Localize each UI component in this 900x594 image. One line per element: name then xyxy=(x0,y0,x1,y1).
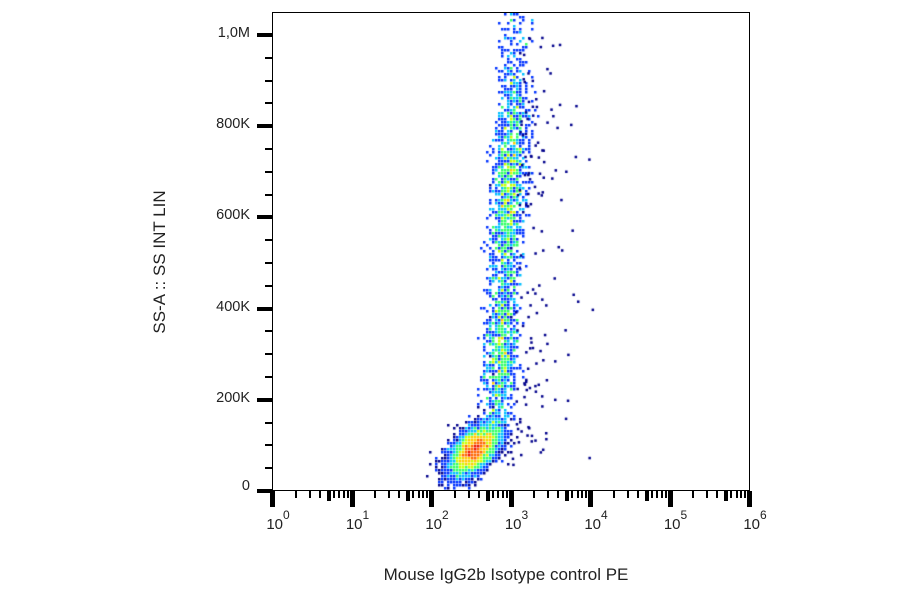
x-minor-tick xyxy=(585,491,588,498)
x-minor-tick xyxy=(692,491,695,498)
y-major-tick xyxy=(257,306,272,311)
x-minor-tick xyxy=(735,491,738,498)
y-major-tick xyxy=(257,489,272,493)
x-minor-tick xyxy=(406,491,411,501)
x-tick-label: 102 xyxy=(425,508,449,533)
x-minor-tick xyxy=(326,491,331,501)
x-tick-label: 105 xyxy=(663,508,688,533)
y-tick-label: 0 xyxy=(241,478,250,494)
x-minor-tick xyxy=(656,491,659,498)
x-minor-tick xyxy=(342,491,345,498)
x-minor-tick xyxy=(612,491,615,498)
x-minor-tick xyxy=(501,491,504,498)
x-major-tick xyxy=(270,491,275,507)
plot-area xyxy=(272,12,750,491)
x-tick-label: 106 xyxy=(743,508,767,533)
x-major-tick xyxy=(429,491,434,507)
x-minor-tick xyxy=(571,491,574,498)
x-minor-tick xyxy=(346,491,349,498)
x-minor-tick xyxy=(660,491,663,498)
y-axis-title: SS-A :: SS INT LIN xyxy=(150,190,169,334)
x-minor-tick xyxy=(477,491,480,498)
y-tick-label: 800K xyxy=(216,116,250,133)
x-minor-tick xyxy=(716,491,719,498)
x-minor-tick xyxy=(294,491,297,498)
x-minor-tick xyxy=(724,491,729,501)
y-major-tick xyxy=(257,215,272,220)
x-minor-tick xyxy=(581,491,584,498)
x-major-tick xyxy=(349,491,355,507)
x-tick-label: 101 xyxy=(345,508,370,533)
x-minor-tick xyxy=(308,491,311,498)
x-minor-tick xyxy=(565,491,570,501)
x-minor-tick xyxy=(744,491,747,498)
x-tick-label: 104 xyxy=(584,508,608,533)
y-minor-tick xyxy=(265,444,272,447)
x-minor-tick xyxy=(706,491,709,498)
y-major-tick xyxy=(257,33,272,37)
x-minor-tick xyxy=(426,491,429,498)
x-minor-tick xyxy=(332,491,335,498)
density-dot-plot xyxy=(273,13,749,490)
y-tick-label: 600K xyxy=(216,207,250,224)
y-tick-label: 1,0M xyxy=(217,25,250,41)
x-major-tick xyxy=(508,491,514,507)
x-minor-tick xyxy=(453,491,456,498)
y-minor-tick xyxy=(265,239,272,242)
y-minor-tick xyxy=(265,170,272,173)
x-minor-tick xyxy=(412,491,415,498)
x-tick-label: 100 xyxy=(266,508,290,533)
x-minor-tick xyxy=(730,491,733,498)
x-minor-tick xyxy=(636,491,639,498)
x-minor-tick xyxy=(467,491,470,498)
y-minor-tick xyxy=(265,284,272,287)
y-minor-tick xyxy=(265,467,272,470)
y-major-tick xyxy=(257,397,272,402)
x-tick-label: 103 xyxy=(504,508,529,533)
y-tick-label: 400K xyxy=(216,298,250,315)
x-minor-tick xyxy=(417,491,420,498)
y-major-tick xyxy=(257,124,272,129)
x-minor-tick xyxy=(374,491,377,498)
x-minor-tick xyxy=(626,491,629,498)
x-minor-tick xyxy=(557,491,560,498)
y-minor-tick xyxy=(265,102,272,105)
y-minor-tick xyxy=(265,330,272,333)
x-minor-tick xyxy=(650,491,653,498)
x-minor-tick xyxy=(318,491,321,498)
x-minor-tick xyxy=(664,491,667,498)
y-minor-tick xyxy=(265,376,272,378)
x-minor-tick xyxy=(491,491,494,498)
y-tick-label: 200K xyxy=(216,389,250,406)
y-minor-tick xyxy=(265,193,272,196)
x-minor-tick xyxy=(533,491,536,498)
y-minor-tick xyxy=(265,353,272,356)
x-major-tick xyxy=(588,491,593,507)
x-minor-tick xyxy=(547,491,550,498)
x-minor-tick xyxy=(338,491,341,498)
x-minor-tick xyxy=(497,491,500,498)
x-minor-tick xyxy=(398,491,401,498)
x-minor-tick xyxy=(422,491,425,498)
y-minor-tick xyxy=(265,262,272,264)
y-minor-tick xyxy=(265,148,272,150)
x-minor-tick xyxy=(576,491,579,498)
x-axis-title: Mouse IgG2b Isotype control PE xyxy=(383,565,629,584)
x-minor-tick xyxy=(505,491,508,498)
x-minor-tick xyxy=(740,491,743,498)
x-minor-tick xyxy=(388,491,391,498)
y-minor-tick xyxy=(265,79,272,82)
x-minor-tick xyxy=(644,491,649,501)
x-major-tick xyxy=(747,491,752,507)
x-major-tick xyxy=(667,491,673,507)
x-minor-tick xyxy=(485,491,490,501)
y-minor-tick xyxy=(265,56,272,59)
y-minor-tick xyxy=(265,421,272,424)
